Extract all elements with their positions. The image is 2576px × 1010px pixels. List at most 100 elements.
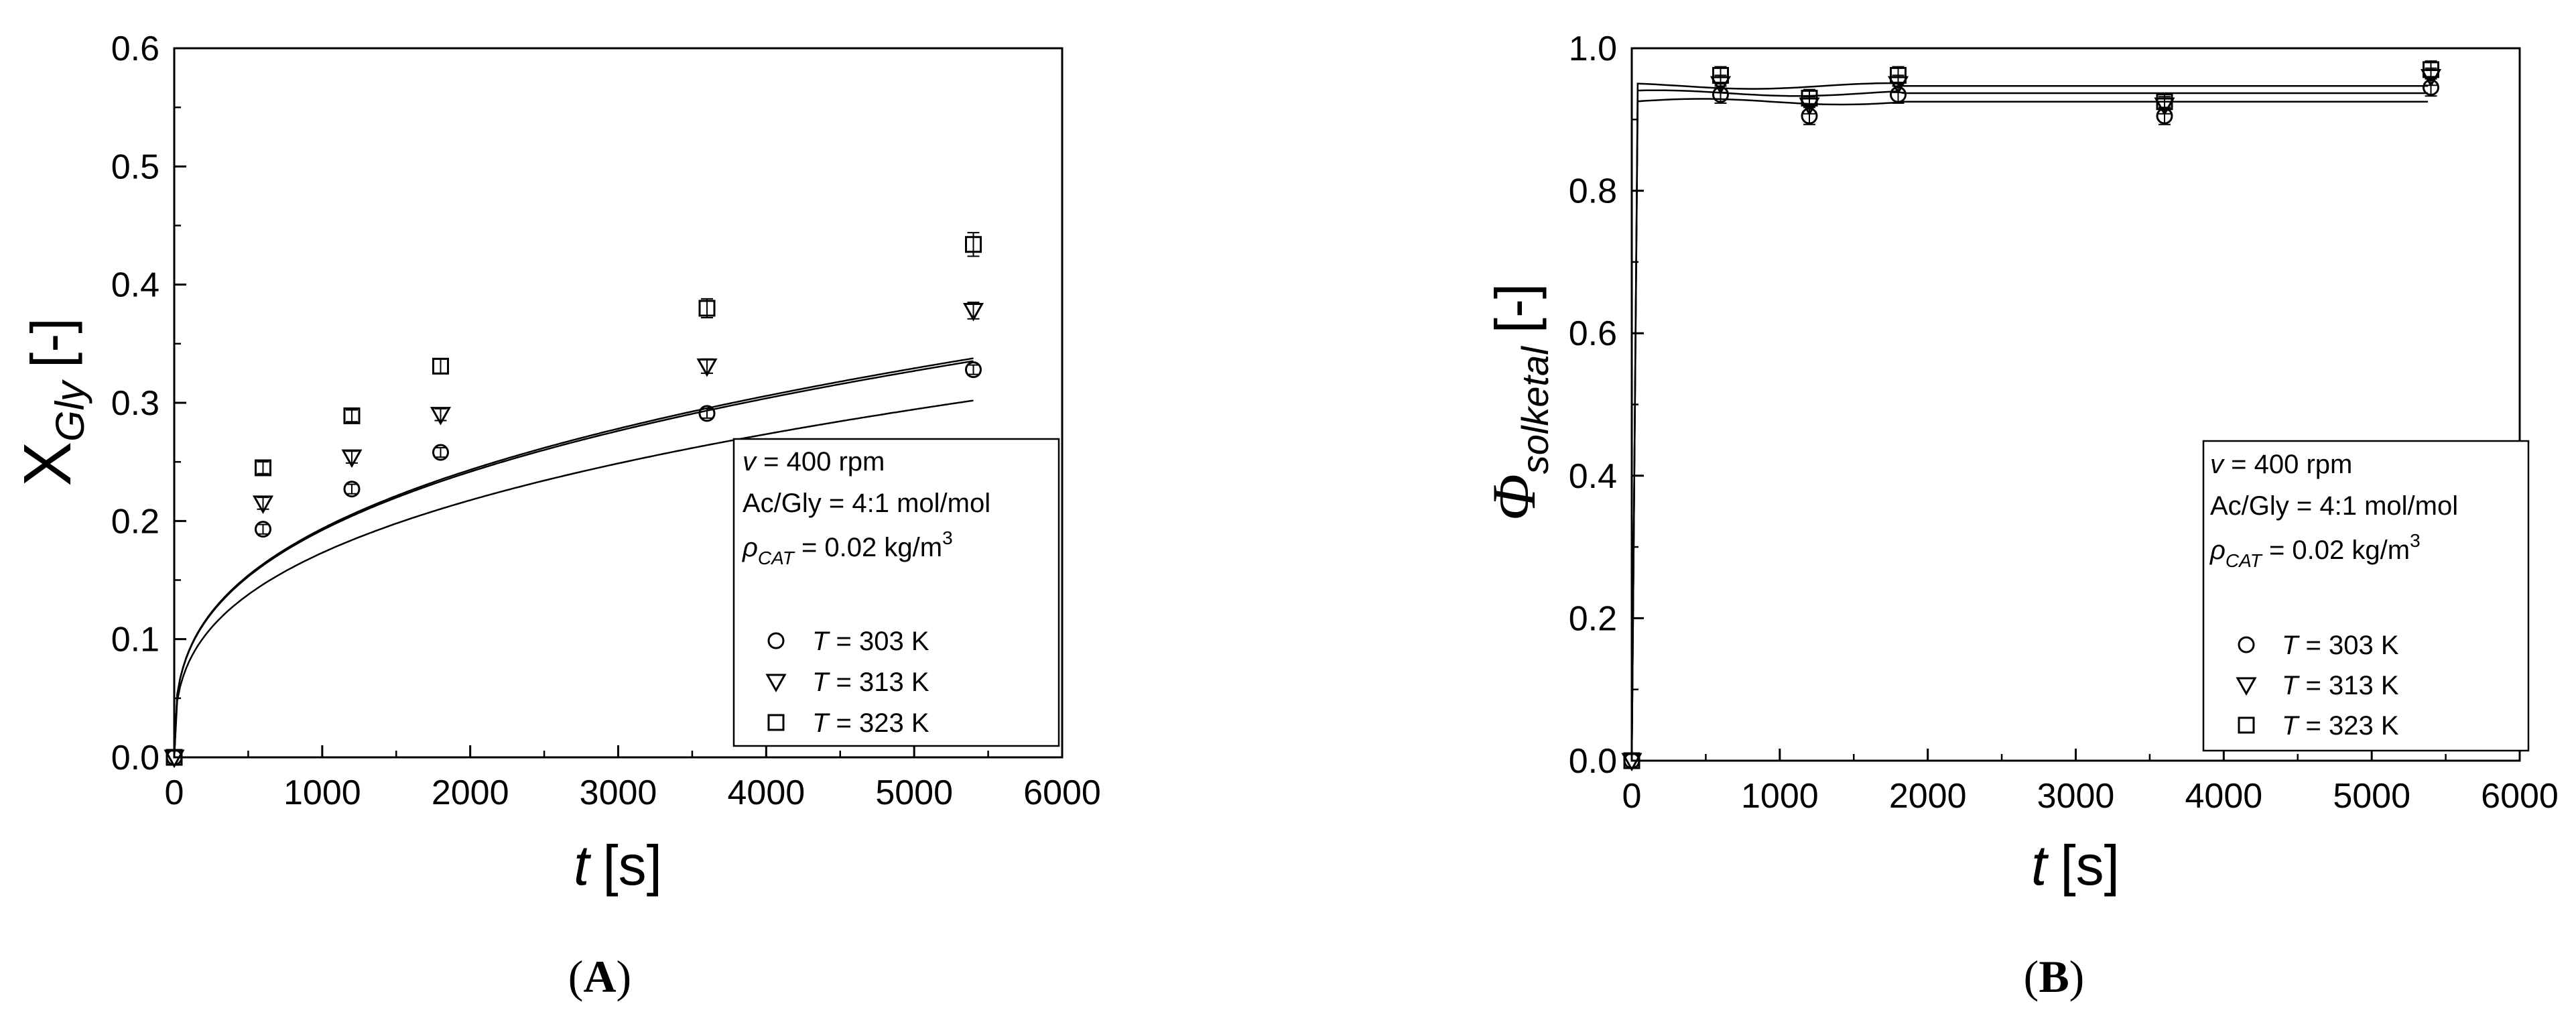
y-tick-label: 0.4 bbox=[1569, 457, 1617, 496]
y-tick-label: 1.0 bbox=[1569, 29, 1617, 68]
legend-entries: T = 303 K T = 313 K T = 323 K bbox=[765, 627, 929, 738]
info-catalyst-var: ρ bbox=[2209, 535, 2226, 565]
fit-curves bbox=[173, 357, 974, 758]
legend-label-323: T = 323 K bbox=[2282, 711, 2399, 741]
legend-text: = 313 K bbox=[828, 668, 929, 697]
fit-curve-circle bbox=[1630, 98, 2429, 761]
legend-item-323: T = 323 K bbox=[2238, 711, 2399, 741]
legend-item-313: T = 313 K bbox=[2236, 671, 2399, 700]
data-point-square bbox=[343, 407, 361, 424]
y-axis-symbol: X bbox=[10, 442, 85, 487]
info-catalyst-sub: CAT bbox=[2226, 550, 2263, 571]
legend-label-303: T = 303 K bbox=[2282, 631, 2399, 660]
legend-symbol bbox=[767, 714, 785, 731]
error-bar bbox=[967, 364, 980, 375]
legend-text: = 303 K bbox=[828, 627, 929, 656]
legend-marker-triangle bbox=[2236, 677, 2257, 696]
data-point-circle bbox=[432, 444, 449, 461]
data-point-square bbox=[1801, 89, 1818, 107]
data-point-square bbox=[166, 749, 183, 766]
x-tick-label: 3000 bbox=[2037, 777, 2115, 816]
data-point-triangle-down bbox=[696, 358, 718, 377]
fit-curves bbox=[1630, 82, 2429, 761]
y-axis-title: XGly [-] bbox=[10, 318, 92, 486]
legend-text: = 323 K bbox=[828, 708, 929, 738]
legend-marker-square bbox=[2238, 716, 2255, 734]
x-axis-unit: [s] bbox=[2060, 834, 2120, 897]
info-speed-text: = 400 rpm bbox=[2224, 450, 2352, 479]
x-tick-label: 5000 bbox=[875, 773, 953, 812]
y-tick-label: 0.4 bbox=[111, 266, 159, 305]
data-points bbox=[1621, 60, 2442, 772]
y-tick-label: 0.0 bbox=[1569, 742, 1617, 781]
x-tick-label: 2000 bbox=[1889, 777, 1967, 816]
legend-var: T bbox=[2282, 671, 2300, 700]
info-catalyst-sub: CAT bbox=[758, 548, 795, 568]
error-bar bbox=[1714, 66, 1727, 85]
error-bar bbox=[257, 461, 269, 475]
y-tick-label: 0.3 bbox=[111, 384, 159, 423]
data-point-square bbox=[432, 357, 449, 375]
legend-symbol bbox=[2236, 677, 2257, 696]
x-tick-label: 4000 bbox=[2185, 777, 2262, 816]
x-tick-label: 0 bbox=[1622, 777, 1642, 816]
legend-item-303: T = 303 K bbox=[2238, 631, 2399, 660]
data-point-square bbox=[255, 459, 271, 477]
axis-ticks bbox=[1630, 47, 2521, 762]
legend-text: = 323 K bbox=[2298, 711, 2398, 741]
y-axis-subscript: solketal bbox=[1514, 346, 1556, 474]
panel-label-b: (B) bbox=[2024, 951, 2085, 1002]
info-catalyst-var: ρ bbox=[742, 533, 758, 562]
data-points bbox=[164, 232, 984, 769]
info-ratio: Ac/Gly = 4:1 mol/mol bbox=[743, 489, 990, 518]
data-point-circle bbox=[255, 521, 271, 538]
fit-curve-square bbox=[1630, 82, 2429, 761]
tick-labels: 0 1000 2000 3000 4000 5000 6000 0.0 0.1 0.2 0.3 0.4… bbox=[111, 29, 1101, 812]
fit-curve-circle bbox=[173, 399, 974, 758]
data-point-square bbox=[965, 236, 982, 253]
info-speed-var: v bbox=[743, 447, 757, 477]
x-axis-title: t [s] bbox=[2031, 834, 2120, 897]
y-axis-unit: [-] bbox=[1484, 283, 1547, 334]
legend-frame bbox=[732, 438, 1060, 747]
panel-b-chart: 0 1000 2000 3000 4000 5000 6000 0.0 0.2 0.4 0.6 0.8… bbox=[1480, 29, 2559, 1002]
x-axis-symbol: t bbox=[2031, 834, 2049, 897]
data-point-triangle-down bbox=[430, 407, 452, 426]
error-bar bbox=[346, 409, 358, 423]
info-speed-var: v bbox=[2210, 450, 2225, 479]
legend-symbol bbox=[2238, 716, 2255, 734]
x-axis-title: t [s] bbox=[574, 834, 662, 897]
data-point-square bbox=[2423, 61, 2439, 78]
legend-label-313: T = 313 K bbox=[812, 668, 929, 697]
fit-curve-triangle-down bbox=[173, 357, 974, 758]
legend-item-313: T = 313 K bbox=[765, 668, 929, 697]
legend-var: T bbox=[2282, 711, 2300, 741]
x-tick-label: 5000 bbox=[2333, 777, 2410, 816]
legend-symbol bbox=[2238, 636, 2255, 653]
error-bar bbox=[2425, 60, 2437, 79]
error-bar bbox=[434, 358, 447, 374]
legend-var: T bbox=[812, 668, 830, 697]
error-bar bbox=[346, 483, 358, 495]
legend-text: = 303 K bbox=[2298, 631, 2398, 660]
legend-frame bbox=[2202, 440, 2530, 752]
x-tick-label: 1000 bbox=[1741, 777, 1819, 816]
x-axis-unit: [s] bbox=[602, 834, 662, 897]
info-catalyst: ρCAT = 0.02 kg/m3 bbox=[742, 527, 953, 568]
legend-label-313: T = 313 K bbox=[2282, 671, 2399, 700]
panel-a-chart: 0 1000 2000 3000 4000 5000 6000 0.0 0.1 0.2 0.3 0.4… bbox=[10, 29, 1101, 1002]
error-bar bbox=[701, 298, 713, 319]
axis-ticks bbox=[173, 47, 1064, 759]
x-tick-label: 6000 bbox=[1023, 773, 1101, 812]
error-bar bbox=[2159, 92, 2171, 111]
legend-box: v = 400 rpm Ac/Gly = 4:1 mol/mol ρCAT = … bbox=[2202, 440, 2530, 752]
data-point-circle bbox=[343, 481, 361, 498]
data-point-triangle-down bbox=[341, 449, 363, 468]
error-bar bbox=[1892, 66, 1905, 85]
y-tick-label: 0.1 bbox=[111, 621, 159, 659]
y-axis-subscript: Gly bbox=[48, 379, 92, 442]
legend-marker-square bbox=[767, 714, 785, 731]
info-catalyst-sup: 3 bbox=[942, 527, 953, 548]
data-point-square bbox=[698, 300, 716, 317]
info-catalyst-text: = 0.02 kg/m bbox=[2262, 535, 2410, 565]
